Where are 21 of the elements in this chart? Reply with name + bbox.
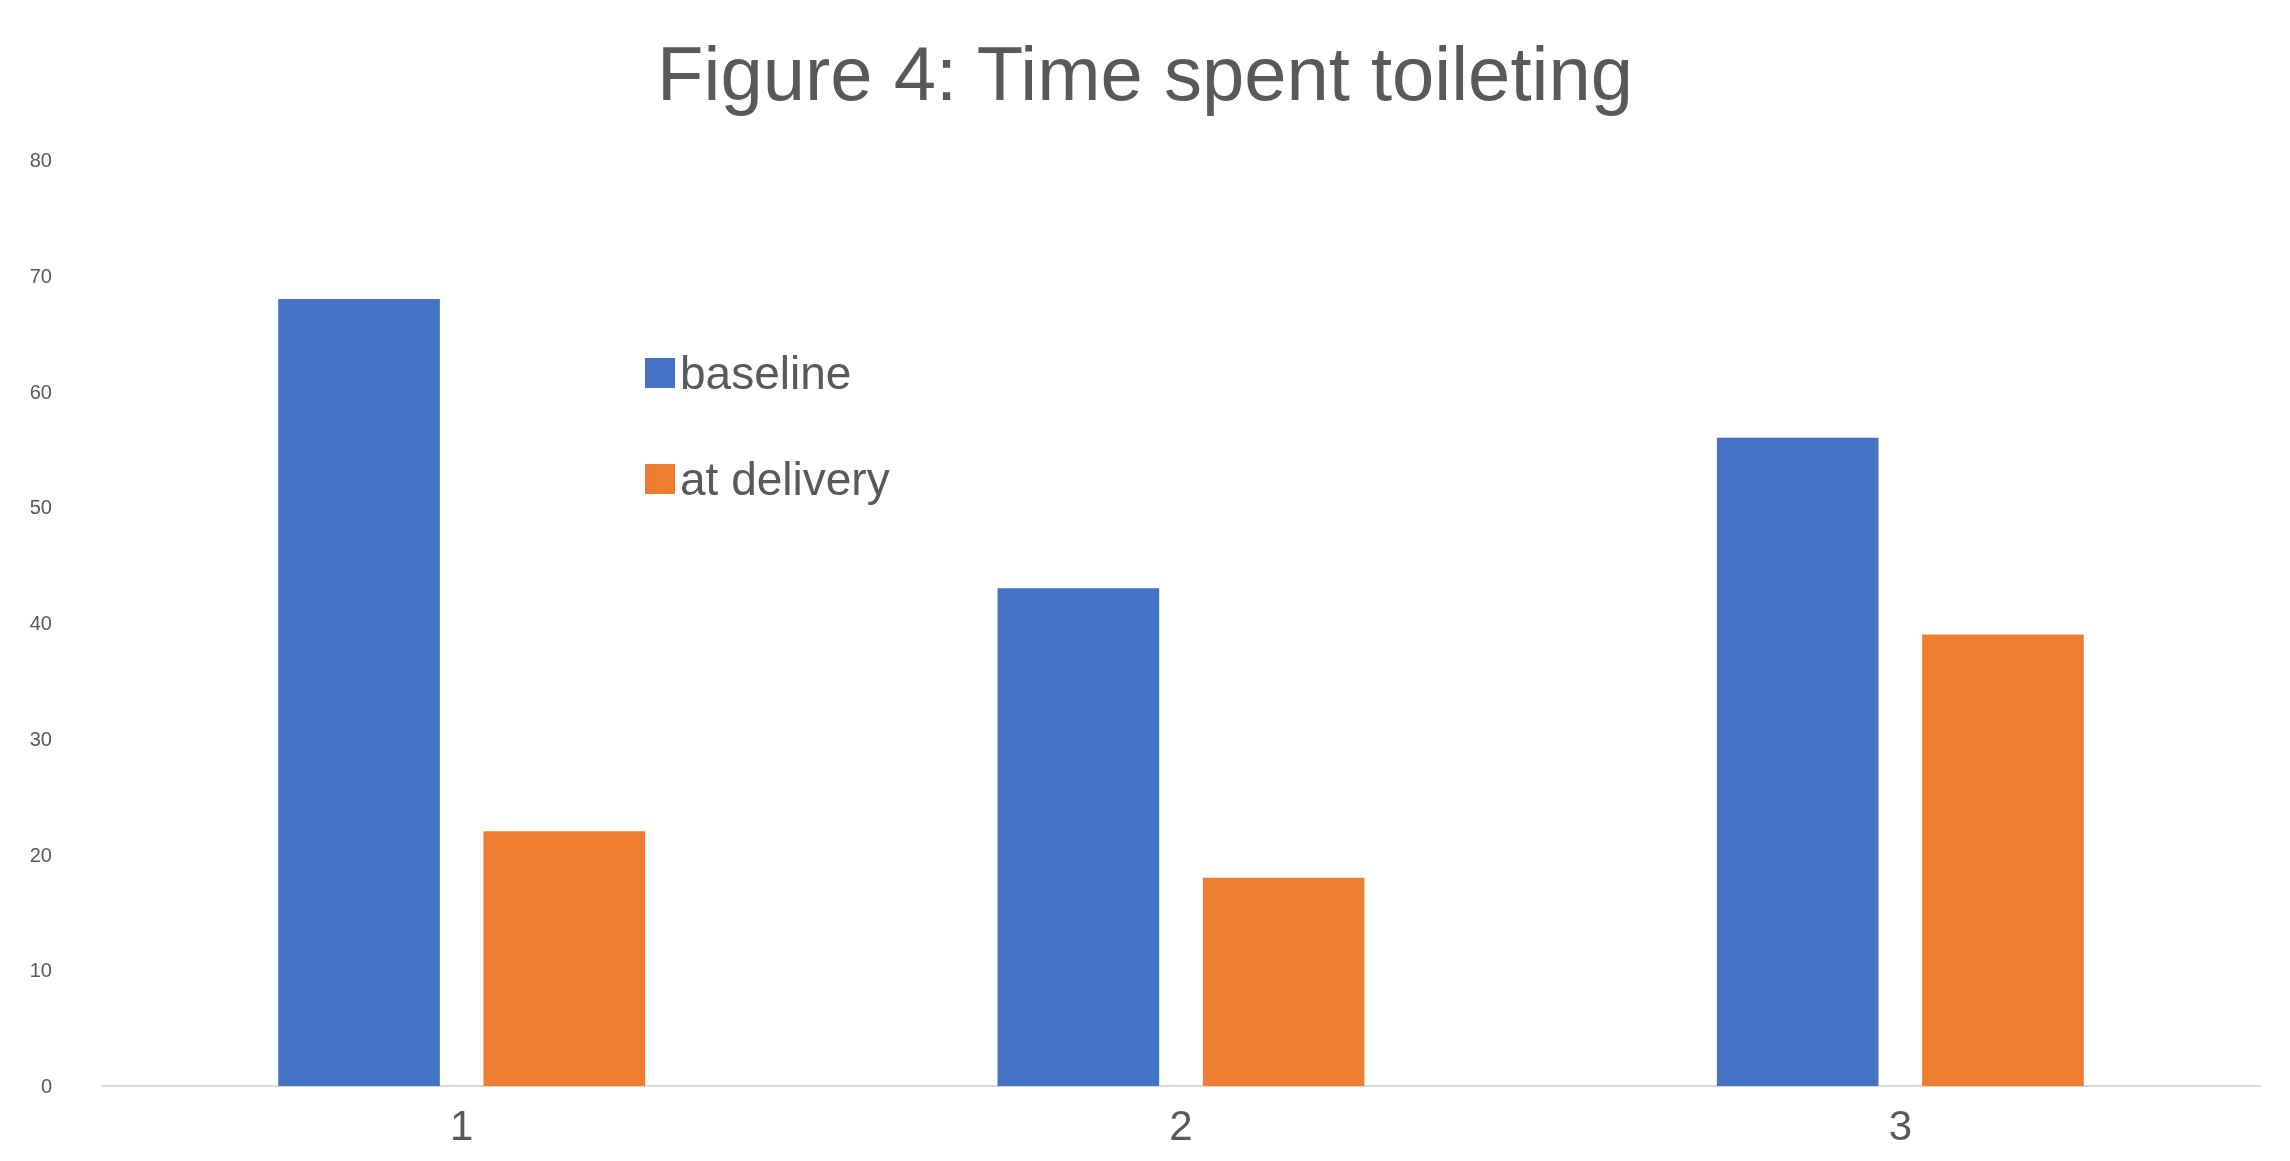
bar	[1922, 634, 2084, 1086]
y-tick-label: 40	[29, 612, 52, 634]
y-tick-label: 10	[29, 959, 52, 982]
y-tick-label: 80	[29, 149, 52, 171]
x-tick-label: 1	[449, 1101, 474, 1149]
y-tick-label: 60	[29, 380, 52, 403]
x-tick-label: 2	[1169, 1101, 1193, 1149]
legend-label: baseline	[680, 347, 852, 399]
y-tick-label: 0	[40, 1075, 52, 1097]
chart-title: Figure 4: Time spent toileting	[657, 30, 1633, 116]
x-tick-label: 3	[1888, 1101, 1913, 1149]
y-tick-label: 70	[29, 264, 52, 287]
y-tick-label: 30	[29, 727, 52, 750]
bar	[1716, 437, 1879, 1086]
bar	[1202, 877, 1365, 1086]
y-tick-label: 20	[29, 843, 52, 866]
legend-label: at delivery	[680, 453, 890, 505]
y-tick-label: 50	[29, 496, 52, 519]
bar	[997, 588, 1160, 1086]
bar	[483, 831, 646, 1086]
bar	[278, 298, 440, 1086]
